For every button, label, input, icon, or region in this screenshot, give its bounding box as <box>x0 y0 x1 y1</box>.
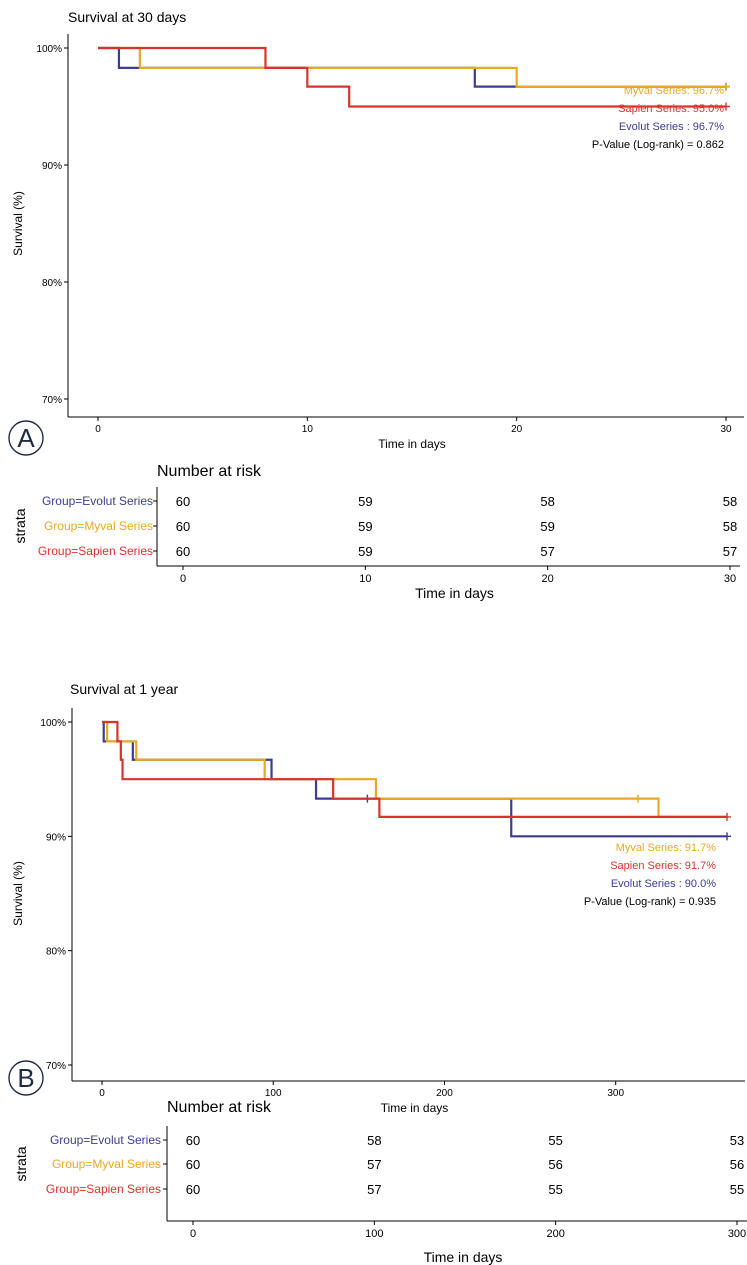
risk-x-axis-label: Time in days <box>424 1249 503 1265</box>
survival-line-sapien <box>102 720 727 818</box>
y-tick-label: 90% <box>46 832 66 843</box>
panel-letter: A <box>17 423 35 453</box>
risk-count: 59 <box>358 519 372 534</box>
risk-count: 60 <box>176 519 190 534</box>
survival-annotation-sapien: Sapien Series: 95.0% <box>618 103 724 115</box>
y-axis-label: Survival (%) <box>11 861 25 926</box>
risk-row-label-sapien: Group=Sapien Series <box>38 544 153 558</box>
p-value-annotation: P-Value (Log-rank) = 0.862 <box>592 139 724 151</box>
risk-count: 60 <box>176 544 190 559</box>
survival-annotation-evolut: Evolut Series : 90.0% <box>611 878 716 890</box>
censor-mark-evolut <box>723 832 731 841</box>
risk-count: 56 <box>548 1157 562 1172</box>
risk-count: 55 <box>730 1182 744 1197</box>
risk-count: 55 <box>548 1182 562 1197</box>
risk-count: 57 <box>367 1157 381 1172</box>
risk-count: 55 <box>548 1133 562 1148</box>
risk-count: 60 <box>186 1182 200 1197</box>
risk-count: 53 <box>730 1133 744 1148</box>
p-value-annotation: P-Value (Log-rank) = 0.935 <box>584 896 716 908</box>
panel-letter: B <box>17 1063 34 1093</box>
risk-row-label-evolut: Group=Evolut Series <box>42 494 153 508</box>
risk-x-tick-label: 0 <box>180 573 186 585</box>
censor-mark-sapien <box>723 812 731 821</box>
y-tick-label: 80% <box>46 947 66 958</box>
risk-row-label-myval: Group=Myval Series <box>44 519 153 533</box>
survival-line-evolut <box>102 720 727 838</box>
x-tick-label: 20 <box>511 424 523 435</box>
y-tick-label: 100% <box>36 44 62 55</box>
y-axis-label: Survival (%) <box>11 191 25 256</box>
risk-row-label-evolut: Group=Evolut Series <box>50 1133 161 1147</box>
chart-panel-a: Survival at 30 days 70% 80% 90% 100% 0 10 20 30 T… <box>8 9 744 601</box>
risk-row-label-myval: Group=Myval Series <box>52 1157 161 1171</box>
risk-count: 60 <box>186 1133 200 1148</box>
x-tick-label: 30 <box>720 424 732 435</box>
x-tick-label: 0 <box>95 424 101 435</box>
censor-mark-sapien <box>722 102 730 111</box>
risk-count: 57 <box>540 544 554 559</box>
x-tick-label: 10 <box>302 424 314 435</box>
risk-strata-label: strata <box>12 508 28 543</box>
y-tick-label: 70% <box>42 395 62 406</box>
risk-count: 58 <box>367 1133 381 1148</box>
risk-count: 57 <box>367 1182 381 1197</box>
risk-count: 59 <box>358 494 372 509</box>
risk-count: 57 <box>723 544 737 559</box>
risk-x-axis-label: Time in days <box>415 585 494 601</box>
x-tick-label: 0 <box>99 1088 105 1099</box>
y-tick-label: 80% <box>42 278 62 289</box>
risk-x-tick-label: 30 <box>724 573 736 585</box>
risk-x-tick-label: 10 <box>359 573 371 585</box>
panel-letter-circle <box>8 1060 44 1096</box>
censor-mark-myval <box>722 82 730 91</box>
survival-line-myval <box>102 720 727 818</box>
risk-count: 56 <box>730 1157 744 1172</box>
risk-count: 58 <box>723 519 737 534</box>
y-tick-label: 90% <box>42 161 62 172</box>
x-tick-label: 200 <box>436 1088 453 1099</box>
risk-table-title: Number at risk <box>157 463 262 480</box>
survival-annotation-evolut: Evolut Series : 96.7% <box>619 121 724 133</box>
x-axis-label: Time in days <box>378 437 446 451</box>
risk-x-tick-label: 100 <box>365 1228 383 1240</box>
risk-count: 60 <box>186 1157 200 1172</box>
risk-count: 59 <box>540 519 554 534</box>
survival-annotation-sapien: Sapien Series: 91.7% <box>610 860 716 872</box>
x-tick-label: 300 <box>607 1088 624 1099</box>
survival-annotation-myval: Myval Series: 91.7% <box>616 842 716 854</box>
y-tick-label: 100% <box>40 718 66 729</box>
risk-x-tick-label: 20 <box>542 573 554 585</box>
y-tick-label: 70% <box>46 1061 66 1072</box>
chart-panel-b: Survival at 1 year 70% 80% 90% 100% 0 100 200 30… <box>8 681 747 1265</box>
risk-count: 58 <box>540 494 554 509</box>
risk-count: 60 <box>176 494 190 509</box>
risk-x-tick-label: 300 <box>728 1228 746 1240</box>
survival-line-sapien <box>98 46 726 108</box>
risk-count: 59 <box>358 544 372 559</box>
risk-table-title: Number at risk <box>167 1099 272 1116</box>
censor-mark-myval <box>633 794 642 803</box>
risk-row-label-sapien: Group=Sapien Series <box>46 1182 161 1196</box>
x-axis-label: Time in days <box>381 1101 449 1115</box>
survival-line-myval <box>98 46 726 88</box>
risk-count: 58 <box>723 494 737 509</box>
risk-table: Number at risk Group=Evolut Series 60 58 55 5… <box>13 1099 747 1265</box>
survival-annotation-myval: Myval Series: 96.7% <box>624 85 724 97</box>
panel-letter-circle <box>8 420 44 456</box>
risk-x-tick-label: 200 <box>546 1228 564 1240</box>
risk-strata-label: strata <box>13 1146 29 1181</box>
x-tick-label: 100 <box>265 1088 282 1099</box>
chart-title: Survival at 30 days <box>68 9 186 25</box>
chart-title: Survival at 1 year <box>70 681 178 697</box>
risk-table: Number at risk Group=Evolut Series 60 59 58 5… <box>12 463 740 601</box>
risk-x-tick-label: 0 <box>190 1228 196 1240</box>
